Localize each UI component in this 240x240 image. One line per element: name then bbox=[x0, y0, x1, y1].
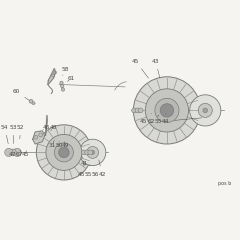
Polygon shape bbox=[48, 68, 55, 84]
Circle shape bbox=[145, 89, 188, 132]
Circle shape bbox=[54, 71, 56, 74]
Text: 45: 45 bbox=[140, 114, 151, 124]
Text: 52: 52 bbox=[17, 125, 24, 139]
Circle shape bbox=[133, 77, 200, 144]
Text: 45: 45 bbox=[132, 59, 149, 78]
Circle shape bbox=[60, 81, 63, 84]
Circle shape bbox=[10, 149, 16, 156]
Circle shape bbox=[160, 104, 174, 117]
Circle shape bbox=[34, 135, 38, 139]
Circle shape bbox=[36, 125, 91, 180]
Text: 47: 47 bbox=[9, 152, 17, 157]
Text: 41: 41 bbox=[81, 156, 88, 166]
Text: 46: 46 bbox=[42, 125, 50, 130]
Circle shape bbox=[81, 150, 86, 155]
Text: 44: 44 bbox=[162, 118, 202, 124]
Circle shape bbox=[135, 108, 140, 113]
Circle shape bbox=[190, 95, 221, 126]
Text: 60: 60 bbox=[12, 89, 29, 100]
Text: 55: 55 bbox=[154, 114, 166, 124]
Text: 61: 61 bbox=[67, 76, 75, 82]
Circle shape bbox=[132, 108, 137, 113]
Text: pos b: pos b bbox=[218, 181, 231, 186]
Circle shape bbox=[46, 134, 82, 170]
Circle shape bbox=[155, 98, 179, 122]
Text: 50: 50 bbox=[55, 142, 63, 148]
Circle shape bbox=[60, 84, 64, 88]
Text: 54: 54 bbox=[1, 125, 8, 144]
Circle shape bbox=[5, 148, 13, 156]
Text: 48: 48 bbox=[49, 125, 57, 131]
Text: 49: 49 bbox=[62, 142, 69, 148]
Text: 56: 56 bbox=[91, 166, 99, 176]
Circle shape bbox=[203, 108, 208, 113]
Circle shape bbox=[39, 133, 42, 137]
Circle shape bbox=[87, 146, 99, 158]
Circle shape bbox=[79, 139, 106, 166]
Text: 58: 58 bbox=[61, 67, 69, 76]
Text: 42: 42 bbox=[98, 160, 106, 176]
Circle shape bbox=[29, 99, 33, 103]
Circle shape bbox=[85, 150, 90, 155]
Circle shape bbox=[54, 143, 73, 162]
Circle shape bbox=[88, 150, 93, 155]
Circle shape bbox=[32, 102, 35, 105]
Text: 31: 31 bbox=[48, 140, 56, 148]
Circle shape bbox=[198, 103, 212, 117]
Circle shape bbox=[61, 88, 65, 91]
Text: 62: 62 bbox=[147, 115, 159, 124]
Text: 43: 43 bbox=[152, 59, 160, 78]
Polygon shape bbox=[45, 115, 47, 136]
Text: 55: 55 bbox=[85, 165, 92, 176]
Text: 45: 45 bbox=[22, 151, 29, 157]
Circle shape bbox=[13, 148, 21, 156]
Text: 45: 45 bbox=[78, 163, 85, 176]
Circle shape bbox=[52, 74, 54, 77]
Circle shape bbox=[91, 150, 95, 154]
Polygon shape bbox=[33, 131, 45, 144]
Text: 53: 53 bbox=[9, 125, 17, 144]
Circle shape bbox=[138, 108, 143, 113]
Circle shape bbox=[59, 147, 69, 158]
Text: 67: 67 bbox=[15, 150, 23, 157]
